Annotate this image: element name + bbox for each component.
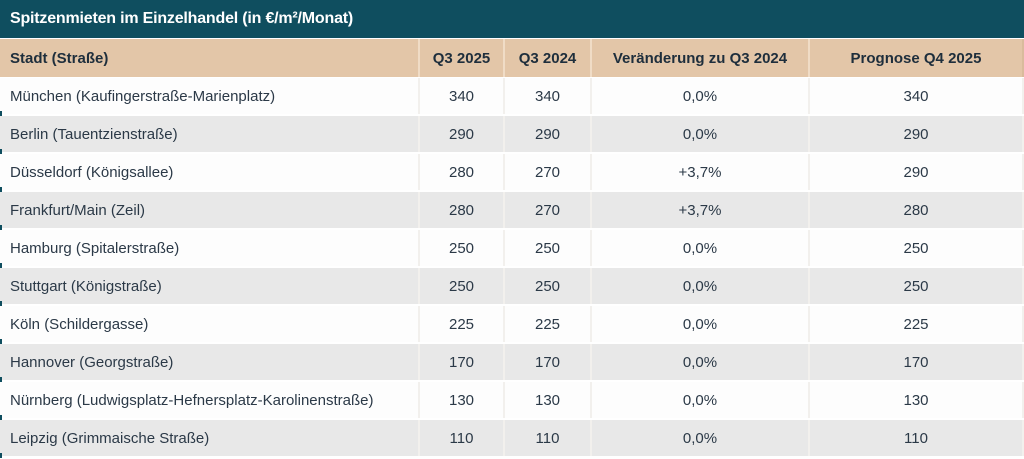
- cell-change: 0,0%: [590, 116, 808, 152]
- cell-city: München (Kaufingerstraße-Marienplatz): [10, 87, 276, 105]
- table-row: Düsseldorf (Königsallee) 280 270 +3,7% 2…: [0, 154, 1024, 192]
- cell-forecast: 290: [808, 116, 1024, 152]
- cell-change: 0,0%: [590, 420, 808, 456]
- cell-q3-2025: 110: [418, 420, 503, 456]
- cell-change: 0,0%: [590, 306, 808, 342]
- table-row: Leipzig (Grimmaische Straße) 110 110 0,0…: [0, 420, 1024, 458]
- cell-q3-2024: 250: [503, 268, 590, 304]
- cell-city: Leipzig (Grimmaische Straße): [10, 429, 210, 447]
- table-header-row: Stadt (Straße) Q3 2025 Q3 2024 Veränderu…: [0, 39, 1024, 77]
- row-separator-tick: [0, 263, 2, 268]
- table-row: Köln (Schildergasse) 225 225 0,0% 225: [0, 306, 1024, 344]
- cell-city: Stuttgart (Königstraße): [10, 277, 162, 295]
- cell-q3-2025: 170: [418, 344, 503, 380]
- cell-q3-2025: 280: [418, 192, 503, 228]
- cell-change: 0,0%: [590, 78, 808, 114]
- row-separator-tick: [0, 111, 2, 116]
- cell-city: Düsseldorf (Königsallee): [10, 163, 174, 181]
- cell-q3-2024: 130: [503, 382, 590, 418]
- cell-q3-2025: 250: [418, 230, 503, 266]
- cell-q3-2024: 250: [503, 230, 590, 266]
- cell-change: 0,0%: [590, 230, 808, 266]
- cell-forecast: 340: [808, 78, 1024, 114]
- cell-q3-2025: 290: [418, 116, 503, 152]
- cell-forecast: 290: [808, 154, 1024, 190]
- table-row: Nürnberg (Ludwigsplatz-Hefnersplatz-Karo…: [0, 382, 1024, 420]
- cell-city: Hamburg (Spitalerstraße): [10, 239, 180, 257]
- cell-city: Köln (Schildergasse): [10, 315, 149, 333]
- cell-city: Berlin (Tauentzienstraße): [10, 125, 178, 143]
- cell-forecast: 225: [808, 306, 1024, 342]
- row-separator-tick: [0, 149, 2, 154]
- table-row: Stuttgart (Königstraße) 250 250 0,0% 250: [0, 268, 1024, 306]
- cell-forecast: 130: [808, 382, 1024, 418]
- cell-change: 0,0%: [590, 344, 808, 380]
- cell-city: Frankfurt/Main (Zeil): [10, 201, 146, 219]
- cell-q3-2025: 340: [418, 78, 503, 114]
- row-separator-tick: [0, 377, 2, 382]
- table-row: Hannover (Georgstraße) 170 170 0,0% 170: [0, 344, 1024, 382]
- cell-q3-2025: 250: [418, 268, 503, 304]
- row-separator-tick: [0, 187, 2, 192]
- cell-q3-2024: 290: [503, 116, 590, 152]
- cell-change: +3,7%: [590, 154, 808, 190]
- col-header-veraenderung: Veränderung zu Q3 2024: [590, 39, 808, 77]
- cell-q3-2024: 270: [503, 154, 590, 190]
- cell-q3-2025: 280: [418, 154, 503, 190]
- cell-forecast: 110: [808, 420, 1024, 456]
- table-row: München (Kaufingerstraße-Marienplatz) 34…: [0, 78, 1024, 116]
- cell-q3-2024: 110: [503, 420, 590, 456]
- cell-change: +3,7%: [590, 192, 808, 228]
- cell-q3-2024: 225: [503, 306, 590, 342]
- table-title: Spitzenmieten im Einzelhandel (in €/m²/M…: [0, 0, 1024, 38]
- table-row: Frankfurt/Main (Zeil) 280 270 +3,7% 280: [0, 192, 1024, 230]
- cell-city: Nürnberg (Ludwigsplatz-Hefnersplatz-Karo…: [10, 391, 374, 409]
- col-header-q3-2024: Q3 2024: [503, 39, 590, 77]
- table-body: München (Kaufingerstraße-Marienplatz) 34…: [0, 78, 1024, 458]
- cell-forecast: 250: [808, 230, 1024, 266]
- cell-forecast: 280: [808, 192, 1024, 228]
- row-separator-tick: [0, 225, 2, 230]
- col-header-stadt: Stadt (Straße): [10, 49, 109, 67]
- col-header-q3-2025: Q3 2025: [418, 39, 503, 77]
- row-separator-tick: [0, 339, 2, 344]
- cell-forecast: 250: [808, 268, 1024, 304]
- cell-q3-2024: 270: [503, 192, 590, 228]
- cell-forecast: 170: [808, 344, 1024, 380]
- table-row: Berlin (Tauentzienstraße) 290 290 0,0% 2…: [0, 116, 1024, 154]
- cell-q3-2025: 225: [418, 306, 503, 342]
- row-separator-tick: [0, 301, 2, 306]
- cell-q3-2025: 130: [418, 382, 503, 418]
- col-header-prognose: Prognose Q4 2025: [808, 39, 1024, 77]
- cell-change: 0,0%: [590, 382, 808, 418]
- table-row: Hamburg (Spitalerstraße) 250 250 0,0% 25…: [0, 230, 1024, 268]
- cell-q3-2024: 170: [503, 344, 590, 380]
- row-separator-tick: [0, 453, 2, 458]
- cell-change: 0,0%: [590, 268, 808, 304]
- row-separator-tick: [0, 415, 2, 420]
- cell-city: Hannover (Georgstraße): [10, 353, 174, 371]
- cell-q3-2024: 340: [503, 78, 590, 114]
